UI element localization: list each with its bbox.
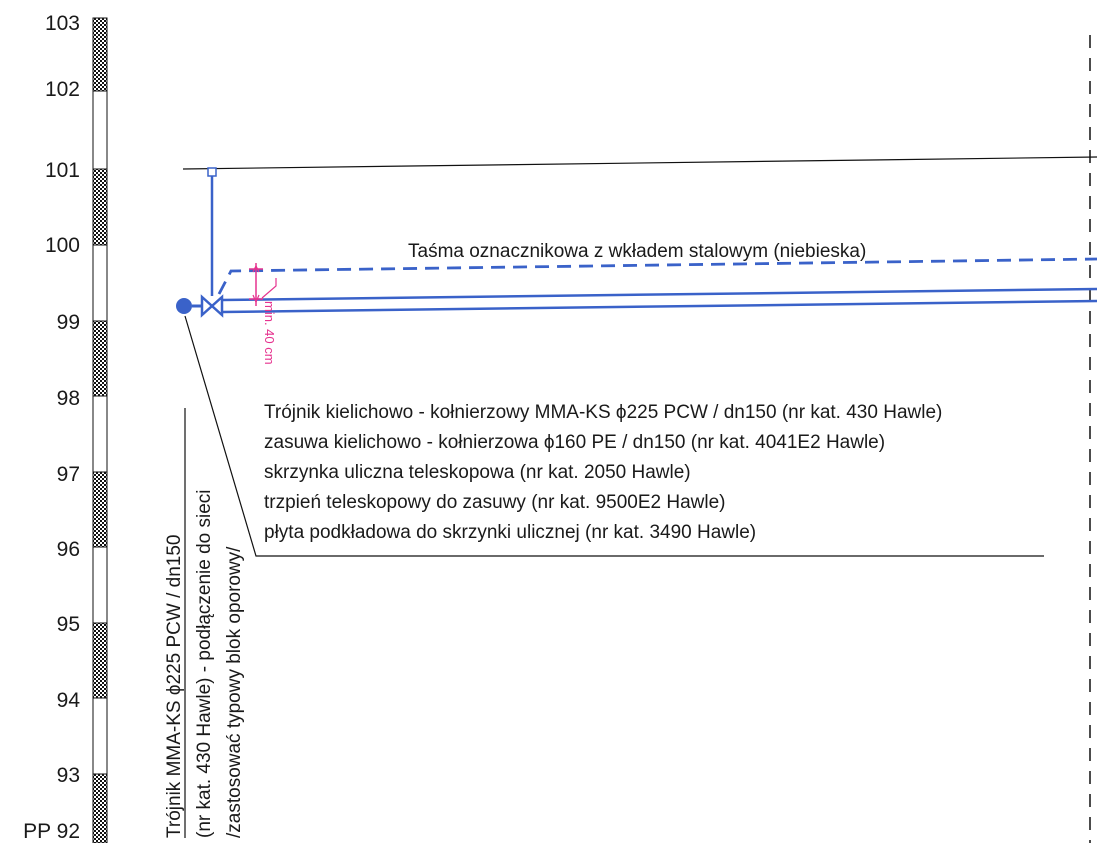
scale-seg-102 [92, 90, 108, 170]
street-box-cap [207, 167, 217, 177]
min-cover-dimension [249, 263, 277, 306]
marker-tape-line [217, 257, 1097, 295]
elevation-label: 101 [45, 159, 80, 182]
elevation-scale-bar [92, 17, 108, 843]
fittings-list-item: trzpień teleskopowy do zasuwy (nr kat. 9… [264, 492, 726, 513]
elevation-label: 94 [57, 689, 81, 712]
elevation-label: 102 [45, 78, 80, 101]
elevation-label: 98 [57, 387, 80, 410]
vertical-note-line: (nr kat. 430 Hawle) - podłączenie do sie… [194, 489, 215, 838]
fittings-list-item: zasuwa kielichowo - kołnierzowa ϕ160 PE … [264, 432, 885, 453]
tee-connection-node [176, 298, 192, 314]
scale-seg-99 [92, 320, 108, 397]
scale-seg-101 [92, 168, 108, 246]
scale-seg-94 [92, 697, 108, 775]
elevation-label: 96 [57, 538, 80, 561]
elevation-label: 97 [57, 463, 80, 486]
vertical-tee-note: Trójnik MMA-KS ϕ225 PCW / dn150 (nr kat.… [164, 489, 245, 838]
elevation-label-datum: PP 92 [23, 820, 80, 843]
elevation-label: 93 [57, 764, 80, 787]
vertical-note-line: Trójnik MMA-KS ϕ225 PCW / dn150 [164, 535, 185, 838]
fittings-list: Trójnik kielichowo - kołnierzowy MMA-KS … [264, 402, 942, 543]
scale-seg-103 [92, 17, 108, 92]
gate-valve-symbol [200, 294, 224, 318]
water-main-pipe-bottom [221, 299, 1097, 314]
scale-seg-96 [92, 546, 108, 624]
scale-seg-95 [92, 622, 108, 699]
fittings-list-item: płyta podkładowa do skrzynki ulicznej (n… [264, 522, 756, 543]
vertical-note-line: /zastosować typowy blok oporowy/ [224, 546, 245, 838]
elevation-label: 99 [57, 311, 80, 334]
elevation-labels: 103 102 101 100 99 98 97 96 95 94 93 PP … [23, 12, 80, 843]
marker-tape-label: Taśma oznacznikowa z wkładem stalowym (n… [408, 241, 866, 262]
scale-seg-97 [92, 471, 108, 548]
elevation-label: 95 [57, 613, 80, 636]
fittings-list-item: skrzynka uliczna teleskopowa (nr kat. 20… [264, 462, 691, 483]
water-main-pipe-top [221, 287, 1097, 302]
scale-seg-93 [92, 773, 108, 843]
elevation-label: 103 [45, 12, 80, 35]
min-cover-label: min. 40 cm [262, 301, 277, 365]
fittings-leader-line [184, 315, 1044, 557]
elevation-label: 100 [45, 234, 80, 257]
fittings-list-item: Trójnik kielichowo - kołnierzowy MMA-KS … [264, 402, 942, 423]
terrain-line [182, 156, 1097, 170]
scale-seg-98 [92, 395, 108, 473]
scale-seg-100 [92, 244, 108, 322]
